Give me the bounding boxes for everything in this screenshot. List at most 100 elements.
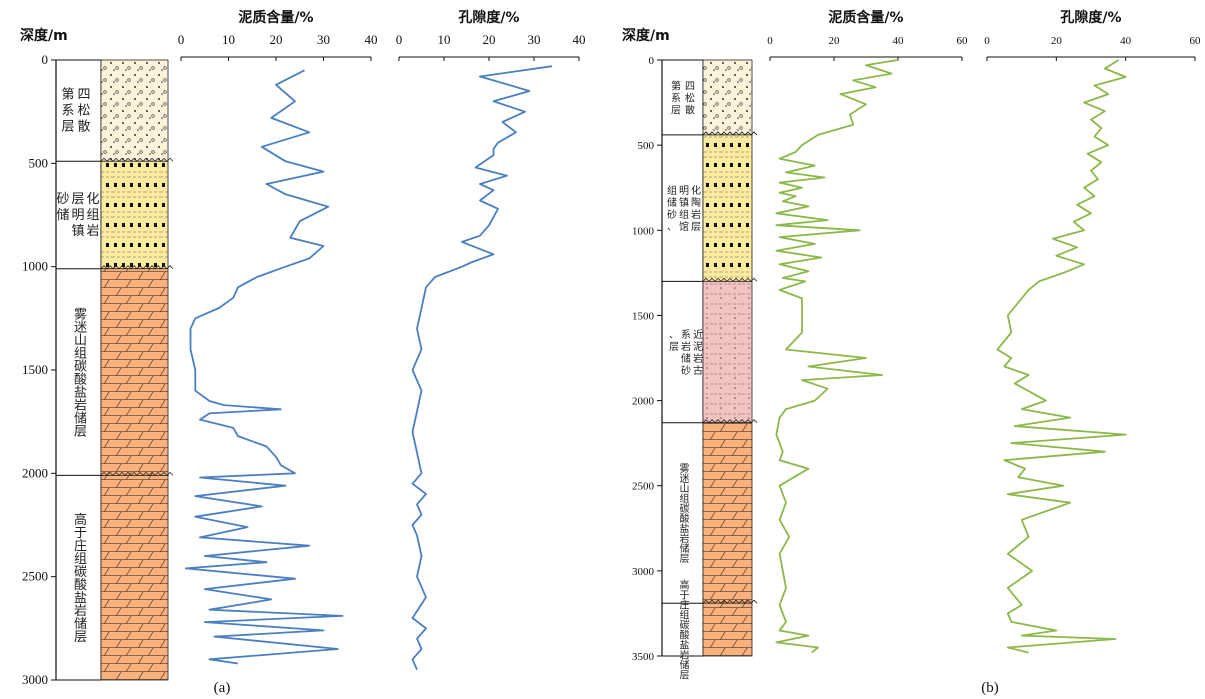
x-tick-label: 0 xyxy=(396,32,403,47)
track-1: 孔隙度/% 0 10 20 30 40 xyxy=(396,9,586,671)
track-0: 泥质含量/% 0 10 20 30 40 xyxy=(178,9,378,665)
x-tick-label: 0 xyxy=(767,35,773,47)
x-tick-label: 30 xyxy=(528,32,541,47)
formation-label-char: 近 xyxy=(693,328,703,341)
formation-label-char: 古 xyxy=(693,364,703,377)
depth-tick-label: 1500 xyxy=(22,362,48,377)
formation-label-char: 四 xyxy=(77,88,90,103)
formation-label-char: 层 xyxy=(691,221,701,233)
formation-label-char: 松 xyxy=(77,104,90,119)
unconformity-mark xyxy=(100,157,174,162)
lithology-unit xyxy=(702,602,753,657)
unconformity-mark xyxy=(702,131,758,136)
formation-label-char: 四 xyxy=(685,81,695,92)
panel-a: 深度/m050010001500200025003000四松散第系层化组岩层明镇… xyxy=(20,9,586,696)
panel-b: 深度/m0500100015002000250030003500四松散第系层化陶… xyxy=(622,9,1201,696)
formation-label-char: 、 xyxy=(667,222,677,233)
lithology-unit xyxy=(702,280,753,424)
formation-label-char: 镇 xyxy=(679,196,689,209)
x-tick-label: 40 xyxy=(365,32,378,47)
depth-axis-label: 深度/m xyxy=(622,27,670,44)
x-tick-label: 0 xyxy=(984,35,990,47)
formation-label: 高于庄组碳酸盐岩储层 xyxy=(71,512,87,644)
depth-tick-label: 1000 xyxy=(22,259,48,274)
formation-label-char: 系 xyxy=(681,329,691,341)
depth-tick-label: 2500 xyxy=(22,569,48,584)
depth-tick-label: 500 xyxy=(29,155,49,170)
formation-label-char: 系 xyxy=(61,104,74,119)
panel-caption: (a) xyxy=(214,680,231,696)
depth-tick-label: 500 xyxy=(638,140,655,152)
unconformity-mark xyxy=(702,277,758,282)
depth-tick-label: 2000 xyxy=(632,396,655,408)
unconformity-mark xyxy=(702,599,758,604)
formation-label-char: 松 xyxy=(685,91,695,104)
lithology-unit xyxy=(702,59,753,136)
x-tick-label: 20 xyxy=(483,32,496,47)
unconformity-mark xyxy=(100,265,174,270)
lithology-unit xyxy=(100,268,169,476)
series-line xyxy=(775,59,899,654)
formation-label-char: 储 xyxy=(681,352,691,365)
formation-label-char: 、 xyxy=(669,330,679,341)
formation-label-char: 镇 xyxy=(71,224,84,239)
unconformity-mark xyxy=(100,471,174,476)
depth-tick-label: 2500 xyxy=(632,481,655,493)
panel-caption: (b) xyxy=(981,680,999,696)
formation-label-char: 层 xyxy=(61,120,74,135)
formation-label-char: 组 xyxy=(667,184,677,197)
series-line xyxy=(996,59,1127,654)
formation-label-char: 化 xyxy=(86,192,99,207)
depth-tick-label: 0 xyxy=(649,55,655,67)
track-title: 泥质含量/% xyxy=(828,9,903,26)
track-1: 孔隙度/% 0 20 40 60 xyxy=(984,9,1201,654)
formation-label-char: 馆 xyxy=(679,220,689,233)
depth-tick-label: 3000 xyxy=(22,672,48,687)
lithology-unit xyxy=(702,134,753,282)
x-tick-label: 10 xyxy=(438,32,451,47)
depth-tick-label: 1000 xyxy=(632,225,655,237)
formation-label-char: 组 xyxy=(679,208,689,221)
formation-label-char: 砂 xyxy=(667,208,677,221)
track-title: 孔隙度/% xyxy=(1060,9,1121,26)
depth-tick-label: 1500 xyxy=(632,310,655,322)
lithology-unit xyxy=(100,474,169,681)
formation-label-char: 岩 xyxy=(693,352,703,365)
x-tick-label: 30 xyxy=(317,32,330,47)
x-tick-label: 40 xyxy=(573,32,586,47)
formation-label: 高于庄组碳酸盐岩储层 xyxy=(677,578,689,680)
depth-tick-label: 3000 xyxy=(632,566,655,578)
formation-label: 雾迷山组碳酸盐岩储层 xyxy=(677,463,689,564)
formation-label-char: 第 xyxy=(61,88,74,103)
formation-label-char: 砂 xyxy=(681,364,691,377)
formation-label-char: 散 xyxy=(685,103,695,116)
x-tick-label: 60 xyxy=(957,35,969,47)
formation-label-char: 散 xyxy=(77,120,90,135)
formation-label-char: 泥 xyxy=(693,340,703,353)
lithology-unit xyxy=(100,59,169,162)
track-title: 泥质含量/% xyxy=(238,9,313,26)
formation-label-char: 第 xyxy=(671,79,681,92)
x-tick-label: 40 xyxy=(893,35,905,47)
formation-label-char: 系 xyxy=(671,92,681,104)
formation-label-char: 岩 xyxy=(86,224,99,239)
formation-label-char: 组 xyxy=(86,208,99,223)
formation-label-char: 层 xyxy=(671,104,681,116)
lithology-unit xyxy=(702,422,753,604)
depth-tick-label: 3500 xyxy=(632,651,655,663)
depth-tick-label: 2000 xyxy=(22,465,48,480)
series-line xyxy=(184,69,344,665)
formation-label-char: 岩 xyxy=(681,340,691,353)
lithology-unit xyxy=(100,160,169,270)
formation-label-char: 层 xyxy=(71,192,84,207)
formation-label-char: 储 xyxy=(667,196,677,209)
x-tick-label: 20 xyxy=(270,32,283,47)
x-tick-label: 40 xyxy=(1120,35,1132,47)
formation-label-char: 层 xyxy=(669,341,679,353)
formation-label-char: 明 xyxy=(71,208,84,223)
track-title: 孔隙度/% xyxy=(458,9,519,26)
depth-tick-label: 0 xyxy=(42,52,49,67)
formation-label-char: 陶 xyxy=(691,196,701,209)
x-tick-label: 10 xyxy=(222,32,235,47)
